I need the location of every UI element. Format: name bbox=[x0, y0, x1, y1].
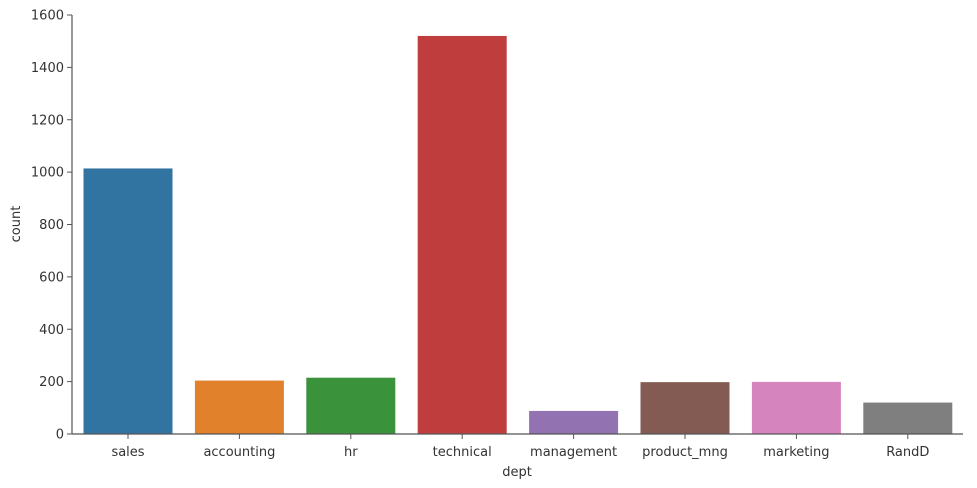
bar-sales bbox=[83, 168, 173, 435]
x-tick-label: technical bbox=[433, 445, 492, 460]
bar-marketing bbox=[751, 381, 841, 434]
x-tick-label: management bbox=[530, 445, 617, 460]
bar-management bbox=[529, 410, 619, 434]
y-tick-label: 800 bbox=[39, 218, 64, 233]
x-tick-label: product_mng bbox=[642, 445, 728, 460]
bar-RandD bbox=[863, 402, 953, 434]
bar-technical bbox=[417, 35, 507, 434]
bar-hr bbox=[306, 377, 396, 434]
y-tick-label: 1200 bbox=[31, 113, 64, 128]
y-axis-title: count bbox=[9, 206, 24, 243]
x-tick-label: sales bbox=[111, 445, 144, 460]
y-tick-label: 1600 bbox=[31, 9, 64, 24]
y-tick-label: 1000 bbox=[31, 166, 64, 181]
bars-group bbox=[83, 35, 953, 435]
x-axis-ticks: sales accounting hr technical management prod… bbox=[111, 434, 929, 460]
y-tick-label: 600 bbox=[39, 270, 64, 285]
y-tick-label: 200 bbox=[39, 375, 64, 390]
x-tick-label: marketing bbox=[763, 445, 829, 460]
x-tick-label: accounting bbox=[203, 445, 275, 460]
y-axis-ticks: 0 200 400 600 800 1000 1200 1400 1600 bbox=[31, 9, 72, 443]
bar-accounting bbox=[194, 380, 284, 434]
y-tick-label: 1400 bbox=[31, 61, 64, 76]
bar-product_mng bbox=[640, 382, 730, 434]
x-axis-title: dept bbox=[502, 465, 532, 480]
x-tick-label: hr bbox=[344, 445, 358, 460]
x-tick-label: RandD bbox=[886, 445, 929, 460]
y-tick-label: 0 bbox=[56, 428, 64, 443]
y-tick-label: 400 bbox=[39, 323, 64, 338]
